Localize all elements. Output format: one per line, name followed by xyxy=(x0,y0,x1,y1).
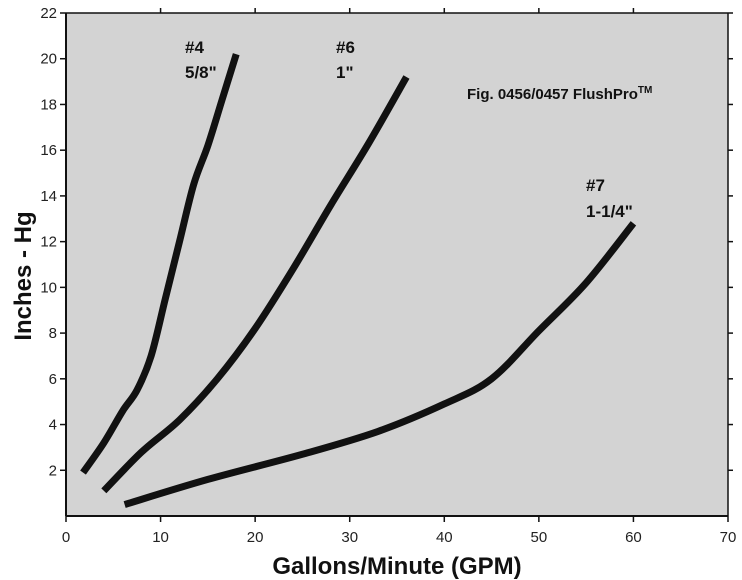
axes xyxy=(65,12,729,517)
series-line-7 xyxy=(123,221,637,508)
y-tick-label: 4 xyxy=(49,417,57,434)
x-tick-label: 40 xyxy=(436,529,453,546)
series-label-6-number: #6 xyxy=(336,38,355,57)
series-line-4 xyxy=(80,53,240,475)
x-tick-label: 10 xyxy=(152,529,169,546)
x-tick-label: 70 xyxy=(720,529,737,546)
y-tick-label: 16 xyxy=(40,142,57,159)
x-tick-label: 30 xyxy=(341,529,358,546)
figure-annotation-text: Fig. 0456/0457 FlushPro xyxy=(467,86,638,103)
y-tick-label: 8 xyxy=(49,325,57,342)
y-tick-label: 14 xyxy=(40,188,57,205)
series-line-6 xyxy=(101,75,410,494)
x-axis-title: Gallons/Minute (GPM) xyxy=(272,553,521,580)
y-tick-label: 22 xyxy=(40,5,57,22)
series-label-7-number: #7 xyxy=(586,176,605,195)
figure-annotation: Fig. 0456/0457 FlushProTM xyxy=(467,85,652,103)
ticks: 0 10 20 30 40 50 60 70 2 4 6 8 10 12 14 16 18 20 22 xyxy=(40,5,736,546)
y-tick-label: 10 xyxy=(40,279,57,296)
y-tick-label: 2 xyxy=(49,462,57,479)
y-tick-label: 12 xyxy=(40,234,57,251)
series-label-7-size: 1-1/4" xyxy=(586,202,633,221)
y-tick-label: 20 xyxy=(40,51,57,68)
series-label-6-size: 1" xyxy=(336,63,354,82)
trademark-mark: TM xyxy=(638,85,652,96)
series-label-4-size: 5/8" xyxy=(185,63,217,82)
y-tick-label: 6 xyxy=(49,371,57,388)
y-tick-label: 18 xyxy=(40,96,57,113)
x-tick-label: 60 xyxy=(625,529,642,546)
y-axis-title: Inches - Hg xyxy=(10,211,37,340)
series-label-4-number: #4 xyxy=(185,38,204,57)
x-tick-label: 0 xyxy=(62,529,70,546)
x-tick-label: 20 xyxy=(247,529,264,546)
x-tick-label: 50 xyxy=(531,529,548,546)
series-lines xyxy=(80,53,637,508)
